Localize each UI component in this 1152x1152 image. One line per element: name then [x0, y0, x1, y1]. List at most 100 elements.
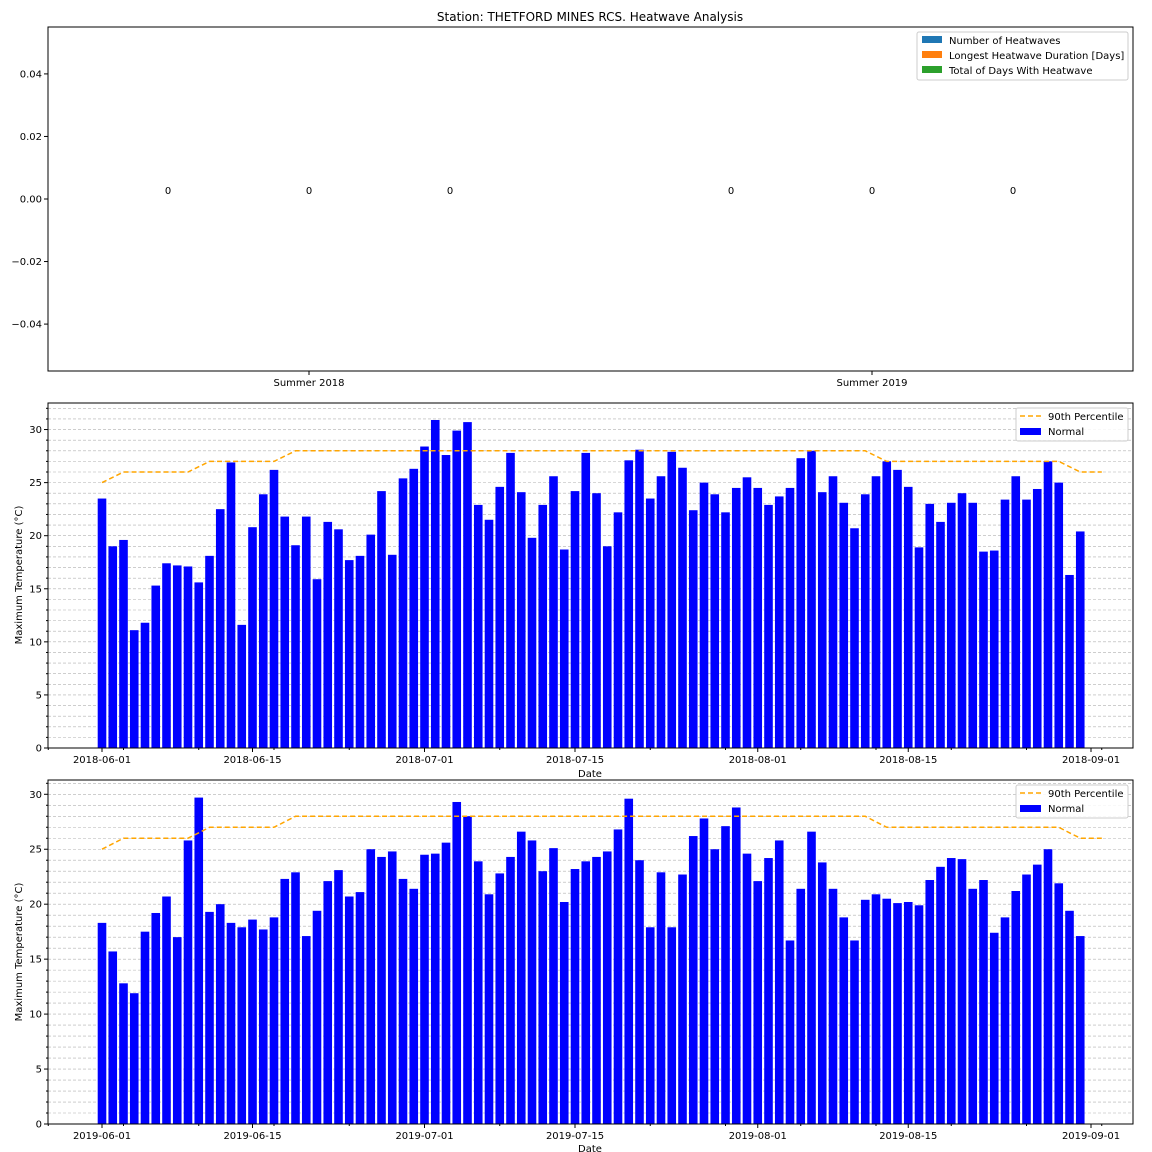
- x-tick-label: 2019-09-01: [1062, 1131, 1120, 1142]
- y-tick-label: 5: [36, 1065, 42, 1076]
- temperature-bar: [344, 560, 354, 748]
- temperature-bar: [387, 851, 397, 1124]
- x-tick-label: 2019-06-15: [223, 1131, 281, 1142]
- percentile-line-2019: [101, 815, 1102, 850]
- x-tick-label: 2018-06-15: [223, 755, 281, 766]
- temperature-bar: [344, 896, 354, 1124]
- temperature-bar: [903, 901, 913, 1124]
- temperature-bar: [796, 458, 806, 748]
- temperature-bar: [656, 476, 666, 748]
- temperature-bar: [721, 512, 730, 748]
- temperature-bar: [1022, 874, 1031, 1124]
- temperature-bar: [129, 993, 139, 1124]
- temperature-bar: [656, 872, 666, 1124]
- temperature-bar: [957, 859, 967, 1124]
- temperature-bar: [968, 888, 978, 1124]
- temperature-bar: [215, 509, 225, 748]
- temperature-bar: [1065, 574, 1074, 748]
- temperature-bar: [1043, 461, 1053, 748]
- x-tick-label: 2018-08-15: [879, 755, 937, 766]
- temperature-bar: [946, 858, 956, 1124]
- percentile-line-2018: [101, 450, 1102, 484]
- temperature-bar: [377, 491, 386, 748]
- temperature-bar: [119, 983, 128, 1124]
- y-tick-label: 30: [29, 425, 42, 436]
- temperature-bar: [764, 858, 773, 1124]
- temperature-bar: [334, 529, 343, 748]
- temperature-bar: [731, 807, 741, 1124]
- temperature-bar: [936, 866, 945, 1124]
- temperature-bar: [828, 476, 838, 748]
- temperature-bar: [538, 871, 548, 1124]
- temperature-bar: [1054, 482, 1064, 748]
- temperature-bar: [506, 452, 515, 748]
- temperature-bar: [366, 534, 376, 748]
- temperature-bar: [162, 896, 171, 1124]
- temperature-bar: [409, 468, 419, 748]
- temperature-bar: [688, 510, 698, 748]
- temperature-bar: [893, 469, 902, 748]
- temperature-bar: [248, 527, 257, 748]
- y-tick-label: 20: [29, 531, 42, 542]
- temperature-bar: [635, 449, 644, 748]
- temperature-bar: [1022, 499, 1031, 748]
- y-tick-label: 0.00: [20, 195, 42, 206]
- temperature-bar: [108, 951, 118, 1124]
- temperature-bar: [850, 528, 859, 748]
- y-tick-label: 0: [36, 1120, 42, 1131]
- temperature-bar: [323, 881, 333, 1124]
- temperature-bar: [774, 496, 784, 748]
- temperature-bar: [420, 854, 429, 1124]
- temperature-bar: [839, 502, 849, 748]
- y-tick-label: 20: [29, 900, 42, 911]
- temperature-bar: [753, 881, 763, 1124]
- temperature-bar: [742, 853, 752, 1124]
- temperature-bar: [1011, 476, 1021, 748]
- figure-title: Station: THETFORD MINES RCS. Heatwave An…: [437, 10, 743, 24]
- y-tick-label: 10: [29, 1010, 42, 1021]
- x-tick-label: 2019-08-01: [729, 1131, 787, 1142]
- temperature-bar: [97, 498, 107, 748]
- temperature-bar: [989, 550, 999, 748]
- temperature-bar: [774, 840, 784, 1124]
- legend-swatch-longest: [922, 51, 942, 58]
- temperature-bar: [108, 546, 118, 748]
- temperature-bar: [559, 549, 569, 748]
- temperature-bar: [592, 856, 601, 1124]
- temperature-bar: [205, 555, 214, 748]
- bar-value-label: 0: [447, 186, 453, 197]
- temperature-bar: [119, 539, 128, 748]
- y-tick-label: 10: [29, 637, 42, 648]
- temperature-bar: [527, 840, 537, 1124]
- temperature-bar: [355, 892, 365, 1124]
- temperature-bar: [387, 554, 397, 748]
- temperature-bar: [226, 922, 236, 1124]
- temperature-bar: [258, 494, 268, 748]
- temperature-bar: [1075, 936, 1085, 1124]
- temperature-bar: [979, 551, 988, 748]
- y-tick-label: 30: [29, 790, 42, 801]
- legend-label-longest: Longest Heatwave Duration [Days]: [949, 51, 1124, 62]
- temperature-plot-area-2018: [47, 402, 1134, 749]
- temperature-bar: [613, 829, 623, 1124]
- temperature-bar: [785, 487, 795, 748]
- temperature-bar: [570, 869, 580, 1124]
- legend-label-percentile-2019: 90th Percentile: [1048, 789, 1124, 800]
- temperature-bar: [151, 585, 161, 748]
- temperature-legend-2018: 90th Percentile Normal: [1015, 407, 1129, 442]
- bar-value-label: 0: [306, 186, 312, 197]
- temperature-bar: [989, 932, 999, 1124]
- temperature-bar: [398, 478, 408, 748]
- legend-label-heatwaves: Number of Heatwaves: [949, 36, 1060, 47]
- temperature-bar: [549, 476, 558, 748]
- temperature-bar: [667, 927, 677, 1124]
- temperature-bar: [215, 904, 225, 1124]
- temperature-bar: [860, 899, 870, 1124]
- temperature-bar: [527, 537, 537, 748]
- temperature-bar: [1054, 883, 1064, 1124]
- temperature-bar: [785, 940, 795, 1124]
- temperature-bar: [1075, 531, 1085, 748]
- temperature-bar: [516, 492, 526, 748]
- y-tick-label: 15: [29, 584, 42, 595]
- temperature-bar: [602, 546, 612, 748]
